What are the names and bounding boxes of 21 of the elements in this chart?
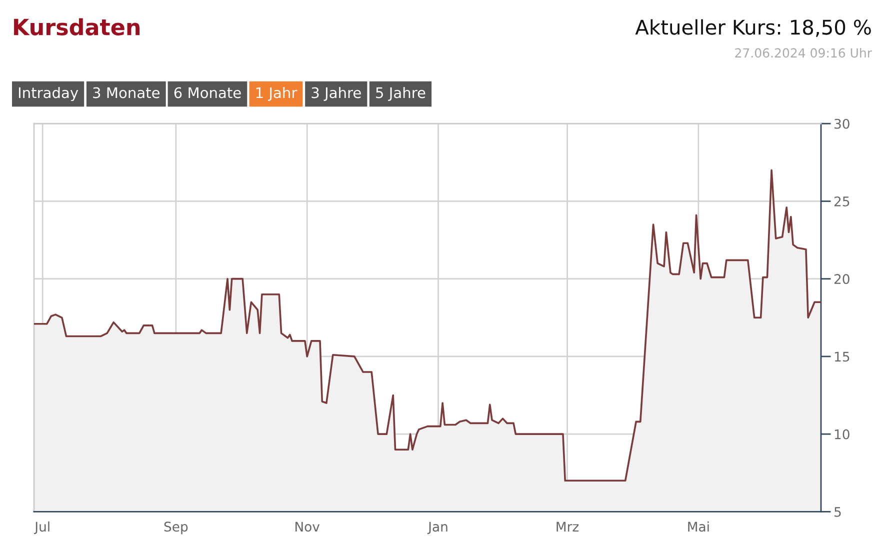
y-tick-label: 5	[834, 507, 841, 517]
y-tick-label: 30	[834, 118, 850, 129]
y-tick-label: 10	[834, 429, 850, 440]
text: Intraday	[18, 86, 78, 102]
y-tick-label: 25	[834, 196, 850, 206]
text: 1 Jahr	[256, 86, 298, 101]
text: 3 Jahre	[312, 86, 361, 101]
chart-subtitle: Aktueller Kurs: 18,50 %	[635, 19, 871, 37]
x-tick-label: Nov	[296, 522, 320, 532]
x-tick-label: Jan	[427, 522, 448, 534]
text: 5 Jahre	[376, 86, 426, 101]
x-tick-label: Sep	[164, 522, 188, 534]
y-tick-label: 20	[834, 274, 850, 284]
x-tick-label: Jul	[34, 521, 50, 534]
chart-title: Kursdaten	[14, 18, 140, 36]
text: 3 Monate	[93, 87, 160, 98]
x-tick-label: Mai	[688, 521, 709, 532]
y-tick-label: 15	[834, 352, 850, 362]
text: 6 Monate	[174, 87, 241, 98]
text: 27.06.2024 09:16 Uhr	[735, 48, 872, 58]
x-tick-label: Mrz	[556, 522, 579, 532]
